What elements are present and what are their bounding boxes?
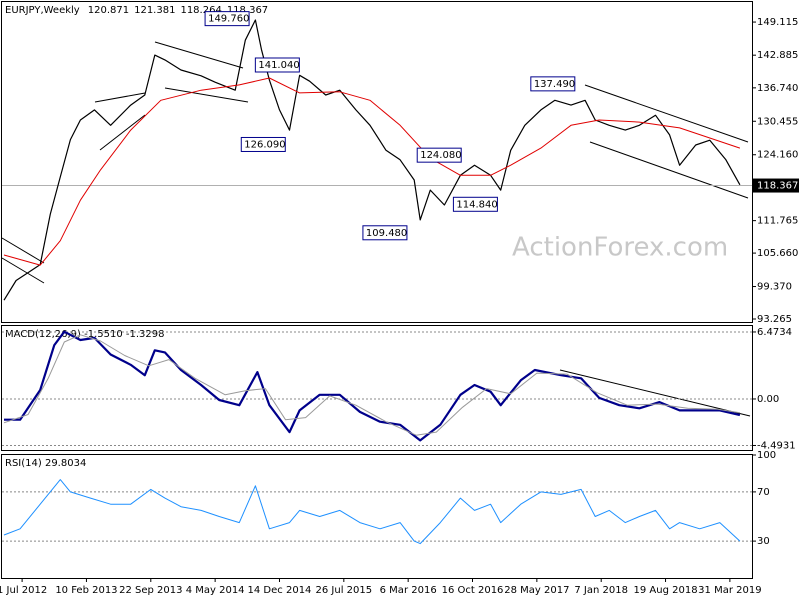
series-line [3,479,741,545]
annotation-box [452,196,498,212]
price-panel [1,1,753,323]
y-tick-label: 136.740 [757,83,798,94]
header: EURJPY,Weekly 120.871 121.381 118.264 118.36… [5,5,268,16]
y-tick-label: 0.00 [757,394,779,405]
x-tick-label: 28 May 2017 [504,585,569,596]
rsi-title: RSI(14) 29.8034 [5,458,86,469]
series-line [3,77,741,266]
symbol-title: EURJPY,Weekly [5,5,80,16]
annotation-box [530,76,576,92]
annotation-label: 124.080 [420,150,461,161]
header-value: 121.381 [134,5,175,16]
x-tick-label: 7 Jan 2018 [574,585,628,596]
y-tick-label: 30 [757,536,770,547]
y-tick-label: 6.4734 [757,327,792,338]
trend-line [589,141,749,199]
y-tick-label: 142.885 [757,50,798,61]
annotation-box [362,225,408,241]
annotation-label: 137.490 [534,79,575,90]
x-tick-label: 26 Jul 2015 [316,585,373,596]
trend-line [154,41,244,69]
x-tick-label: 10 Feb 2013 [55,585,117,596]
header-value: 118.367 [227,5,268,16]
x-tick-label: 14 Dec 2014 [248,585,312,596]
y-tick-label: 93.265 [757,314,792,325]
x-tick-label: 6 Mar 2016 [380,585,437,596]
series-line [3,19,741,301]
macd-title: MACD(12,26,9) -1.5510 -1.3298 [5,329,165,340]
x-tick-label: 16 Oct 2016 [442,585,504,596]
trend-line [164,87,249,103]
annotation-box [204,11,250,27]
annotation-label: 141.040 [258,60,299,71]
series-line [3,334,740,436]
y-tick-label: 105.660 [757,248,798,259]
y-tick-label: 99.370 [757,282,792,293]
header-value: 120.871 [88,5,129,16]
annotation-box [416,147,462,163]
annotation-box [254,57,300,73]
x-tick-label: 1 Jul 2012 [0,585,47,596]
x-tick-label: 22 Sep 2013 [119,585,182,596]
annotation-label: 109.480 [366,228,407,239]
annotation-label: 149.760 [208,14,249,25]
y-tick-label: -4.4931 [757,440,796,451]
y-tick-label: 130.455 [757,116,798,127]
x-tick-label: 19 Aug 2018 [634,585,698,596]
trend-line [94,92,146,103]
watermark: ActionForex.com [512,233,728,263]
annotation-box [240,136,286,152]
y-tick-label: 111.765 [757,216,798,227]
x-tick-label: 4 May 2014 [186,585,245,596]
y-tick-label: 149.115 [757,17,798,28]
y-tick-label: 124.160 [757,150,798,161]
trend-line [1,257,45,284]
trend-line [99,114,146,151]
trend-line [584,84,749,143]
last-price-box [753,178,799,193]
y-tick-label: 70 [757,487,770,498]
last-price-label: 118.367 [757,181,798,192]
macd-panel [1,325,753,451]
series-line [4,330,741,442]
annotation-label: 126.090 [244,139,285,150]
trend-line [559,369,751,417]
x-tick-label: 31 Mar 2019 [698,585,761,596]
y-tick-label: 100 [757,450,776,461]
trend-lines [1,41,751,417]
header-value: 118.264 [180,5,221,16]
annotation-label: 114.840 [456,199,497,210]
trend-line [1,237,45,264]
rsi-panel [1,454,753,579]
